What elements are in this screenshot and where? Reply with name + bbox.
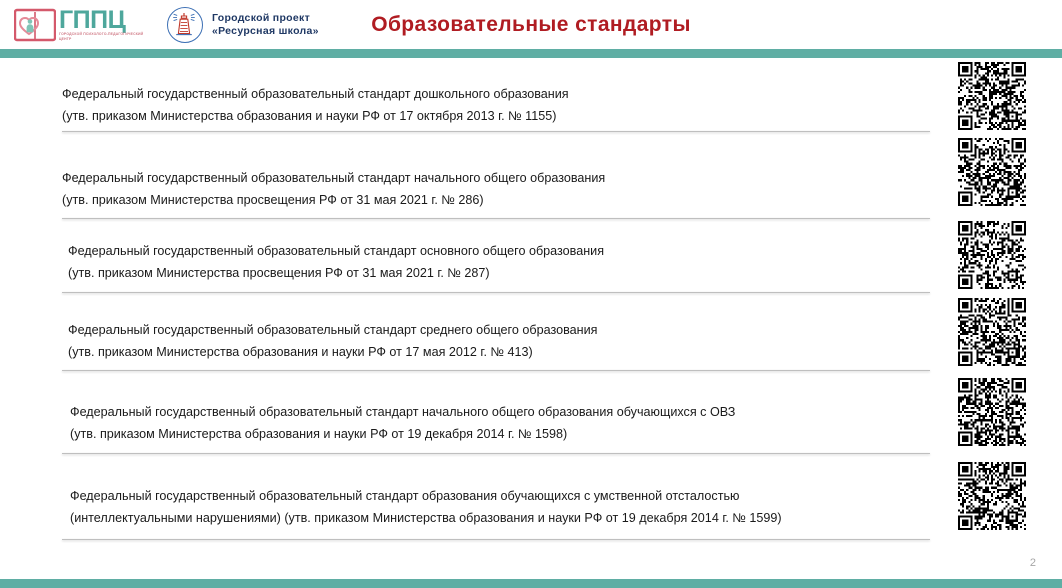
standard-item[interactable]: Федеральный государственный образователь… [62, 168, 930, 211]
qr-code-fgos-umstvennaya[interactable] [958, 462, 1026, 530]
standard-separator [62, 131, 930, 132]
gppc-acronym: ГППЦ [59, 6, 126, 35]
standard-order-reference: (утв. приказом Министерства образования … [68, 344, 533, 359]
standard-title: Федеральный государственный образователь… [68, 244, 605, 258]
qr-code-fgos-osnovnogo[interactable] [958, 221, 1026, 289]
lighthouse-icon [167, 6, 203, 43]
gppc-subtitle: Городской психолого-педагогический центр [59, 32, 144, 41]
qr-code-fgos-nachalnogo[interactable] [958, 138, 1026, 206]
standard-item[interactable]: Федеральный государственный образователь… [70, 486, 938, 529]
standard-separator [62, 539, 930, 540]
standard-item[interactable]: Федеральный государственный образователь… [68, 241, 936, 284]
standard-item[interactable]: Федеральный государственный образователь… [62, 84, 930, 127]
page-number: 2 [1029, 557, 1036, 569]
qr-code-fgos-srednego[interactable] [958, 298, 1026, 366]
resource-school-line2: «Ресурсная школа» [212, 24, 319, 37]
qr-code-fgos-doshkolnogo[interactable] [958, 62, 1026, 130]
standard-separator [62, 292, 930, 293]
resource-school-logo: Городской проект «Ресурсная школа» [167, 6, 319, 43]
slide-header: ГППЦ Городской психолого-педагогический … [0, 0, 1062, 49]
standard-title: Федеральный государственный образователь… [70, 405, 736, 419]
standard-item[interactable]: Федеральный государственный образователь… [70, 402, 938, 445]
gppc-logo: ГППЦ Городской психолого-педагогический … [13, 8, 145, 42]
standard-title: Федеральный государственный образователь… [62, 87, 569, 101]
standard-separator [62, 218, 930, 219]
header-divider-bar [0, 49, 1062, 58]
resource-school-line1: Городской проект [212, 11, 311, 24]
standard-order-reference: (интеллектуальными нарушениями) (утв. пр… [70, 510, 782, 525]
qr-code-fgos-ovz[interactable] [958, 378, 1026, 446]
standard-order-reference: (утв. приказом Министерства просвещения … [62, 192, 484, 207]
resource-school-text: Городской проект «Ресурсная школа» [212, 12, 319, 38]
standard-order-reference: (утв. приказом Министерства просвещения … [68, 265, 490, 280]
footer-divider-bar [0, 579, 1062, 588]
standard-title: Федеральный государственный образователь… [62, 171, 606, 185]
standards-list: Федеральный государственный образователь… [0, 58, 1062, 579]
standard-order-reference: (утв. приказом Министерства образования … [70, 426, 568, 441]
standard-order-reference: (утв. приказом Министерства образования … [62, 108, 557, 123]
standard-item[interactable]: Федеральный государственный образователь… [68, 320, 936, 363]
heart-book-icon [13, 8, 57, 42]
standard-title: Федеральный государственный образователь… [68, 323, 598, 337]
gppc-logo-text: ГППЦ Городской психолого-педагогический … [59, 8, 145, 41]
standard-title: Федеральный государственный образователь… [70, 489, 740, 503]
standard-separator [62, 453, 930, 454]
standard-separator [62, 370, 930, 371]
